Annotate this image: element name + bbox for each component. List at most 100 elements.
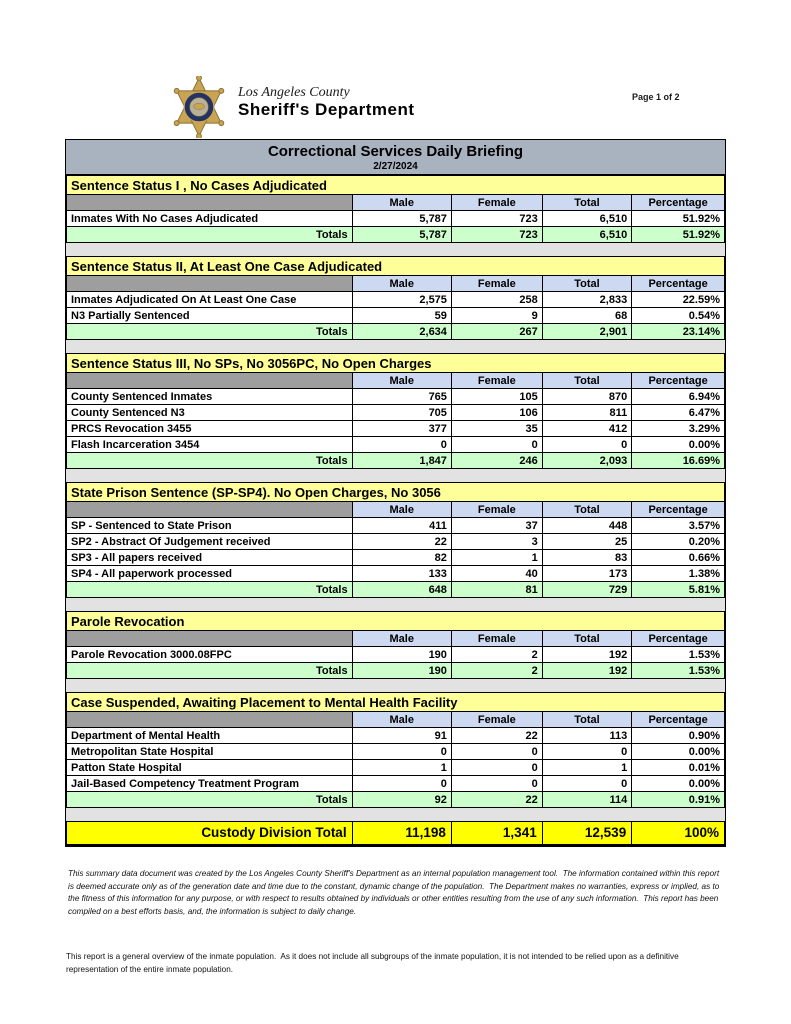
- row-total: 448: [541, 517, 633, 534]
- corner-header-cell: [66, 501, 353, 518]
- row-percentage: 3.57%: [631, 517, 725, 534]
- row-male: 0: [351, 436, 452, 453]
- row-male: 0: [351, 743, 452, 760]
- data-row: Department of Mental Health 91 22 113 0.90%: [66, 727, 725, 744]
- totals-male: 92: [351, 791, 452, 808]
- corner-header-cell: [66, 630, 353, 647]
- logo-county-name: Los Angeles County: [238, 85, 350, 100]
- totals-female: 246: [450, 452, 543, 469]
- row-male: 190: [351, 646, 452, 663]
- totals-male: 190: [351, 662, 452, 679]
- column-header-female: Female: [450, 711, 543, 728]
- column-header-percentage: Percentage: [631, 194, 725, 211]
- totals-female: 2: [450, 662, 543, 679]
- totals-percentage: 23.14%: [631, 323, 725, 340]
- report-title-bar: Correctional Services Daily Briefing 2/2…: [66, 140, 725, 175]
- row-female: 106: [450, 404, 543, 421]
- totals-total: 2,093: [541, 452, 633, 469]
- totals-percentage: 0.91%: [631, 791, 725, 808]
- custody-total-male: 11,198: [351, 821, 452, 845]
- section-title: Sentence Status III, No SPs, No 3056PC, …: [66, 353, 725, 373]
- row-percentage: 0.54%: [631, 307, 725, 324]
- column-header-female: Female: [450, 630, 543, 647]
- totals-label: Totals: [66, 662, 353, 679]
- row-percentage: 0.66%: [631, 549, 725, 566]
- totals-male: 5,787: [351, 226, 452, 243]
- row-total: 68: [541, 307, 633, 324]
- row-total: 412: [541, 420, 633, 437]
- row-female: 9: [450, 307, 543, 324]
- column-header-male: Male: [351, 711, 452, 728]
- totals-total: 2,901: [541, 323, 633, 340]
- row-female: 258: [450, 291, 543, 308]
- row-percentage: 0.00%: [631, 775, 725, 792]
- totals-row: Totals 190 2 192 1.53%: [66, 662, 725, 679]
- totals-female: 81: [450, 581, 543, 598]
- data-row: SP - Sentenced to State Prison 411 37 448 3.…: [66, 517, 725, 534]
- data-row: SP3 - All papers received 82 1 83 0.66%: [66, 549, 725, 566]
- totals-female: 723: [450, 226, 543, 243]
- row-label: Inmates Adjudicated On At Least One Case: [66, 291, 353, 308]
- column-header-percentage: Percentage: [631, 711, 725, 728]
- row-total: 0: [541, 775, 633, 792]
- column-header-total: Total: [541, 275, 633, 292]
- report-title: Correctional Services Daily Briefing: [267, 143, 524, 160]
- row-percentage: 22.59%: [631, 291, 725, 308]
- row-male: 22: [351, 533, 452, 550]
- row-male: 133: [351, 565, 452, 582]
- row-percentage: 0.20%: [631, 533, 725, 550]
- document-header: Los Angeles County Sheriff's Department: [168, 76, 415, 138]
- row-percentage: 0.01%: [631, 759, 725, 776]
- row-male: 705: [351, 404, 452, 421]
- row-total: 192: [541, 646, 633, 663]
- page-indicator: Page 1 of 2: [632, 92, 680, 102]
- row-male: 5,787: [351, 210, 452, 227]
- row-label: Department of Mental Health: [66, 727, 353, 744]
- row-male: 411: [351, 517, 452, 534]
- data-row: County Sentenced Inmates 765 105 870 6.94%: [66, 388, 725, 405]
- column-header-total: Total: [541, 630, 633, 647]
- column-header-total: Total: [541, 372, 633, 389]
- row-label: SP - Sentenced to State Prison: [66, 517, 353, 534]
- logo-department-name: Sheriff's Department: [238, 99, 415, 119]
- row-total: 113: [541, 727, 633, 744]
- corner-header-cell: [66, 711, 353, 728]
- row-total: 2,833: [541, 291, 633, 308]
- row-total: 811: [541, 404, 633, 421]
- row-label: SP3 - All papers received: [66, 549, 353, 566]
- row-female: 1: [450, 549, 543, 566]
- row-percentage: 1.38%: [631, 565, 725, 582]
- section-title: State Prison Sentence (SP-SP4). No Open …: [66, 482, 725, 502]
- custody-division-total-table: Custody Division Total 11,198 1,341 12,5…: [66, 821, 725, 846]
- totals-total: 192: [541, 662, 633, 679]
- column-header-row: Male Female Total Percentage: [66, 630, 725, 647]
- row-percentage: 1.53%: [631, 646, 725, 663]
- sheriff-star-icon: [173, 76, 225, 138]
- row-percentage: 51.92%: [631, 210, 725, 227]
- row-male: 82: [351, 549, 452, 566]
- section-title-row: Sentence Status III, No SPs, No 3056PC, …: [66, 353, 725, 373]
- row-male: 2,575: [351, 291, 452, 308]
- totals-female: 22: [450, 791, 543, 808]
- totals-row: Totals 5,787 723 6,510 51.92%: [66, 226, 725, 243]
- column-header-female: Female: [450, 372, 543, 389]
- totals-row: Totals 92 22 114 0.91%: [66, 791, 725, 808]
- row-female: 2: [450, 646, 543, 663]
- row-total: 25: [541, 533, 633, 550]
- row-male: 59: [351, 307, 452, 324]
- row-percentage: 6.94%: [631, 388, 725, 405]
- totals-row: Totals 2,634 267 2,901 23.14%: [66, 323, 725, 340]
- overview-note-text: This report is a general overview of the…: [66, 952, 681, 975]
- row-label: Jail-Based Competency Treatment Program: [66, 775, 353, 792]
- data-row: County Sentenced N3 705 106 811 6.47%: [66, 404, 725, 421]
- sections-container: Sentence Status I , No Cases Adjudicated…: [66, 175, 725, 808]
- column-header-row: Male Female Total Percentage: [66, 501, 725, 518]
- totals-total: 729: [541, 581, 633, 598]
- row-male: 765: [351, 388, 452, 405]
- corner-header-cell: [66, 372, 353, 389]
- row-total: 1: [541, 759, 633, 776]
- totals-row: Totals 648 81 729 5.81%: [66, 581, 725, 598]
- row-label: County Sentenced Inmates: [66, 388, 353, 405]
- section-title-row: Case Suspended, Awaiting Placement to Me…: [66, 692, 725, 712]
